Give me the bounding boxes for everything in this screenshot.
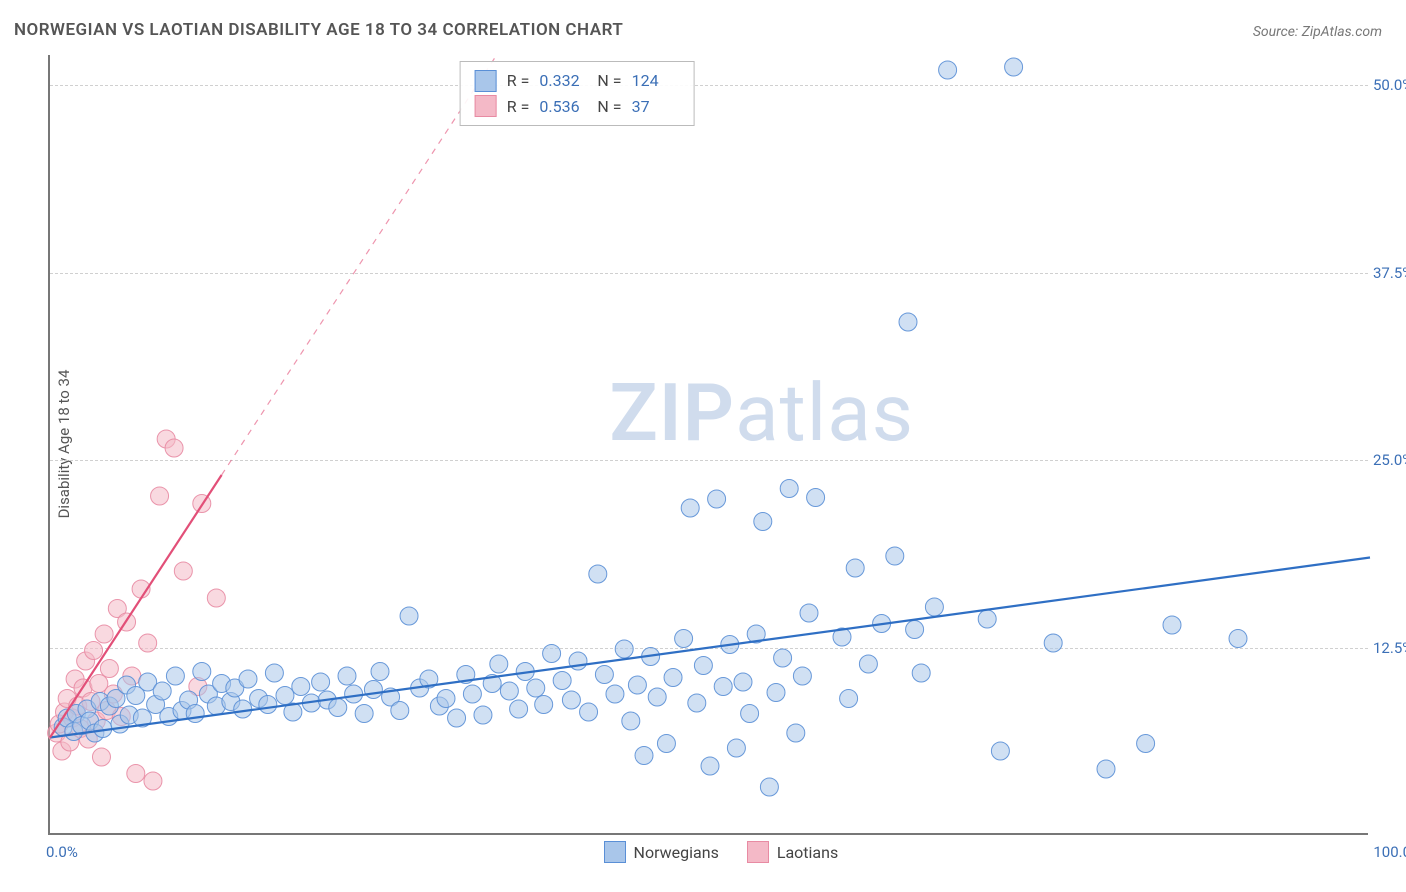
swatch-norwegians xyxy=(475,70,497,92)
ytick-label: 25.0% xyxy=(1373,451,1406,469)
stat-r-label: R = xyxy=(507,68,530,94)
stat-n-value-laotians: 37 xyxy=(632,94,680,120)
legend-item-norwegians: Norwegians xyxy=(604,841,719,863)
stat-n-value-norwegians: 124 xyxy=(632,68,680,94)
plot-area: Disability Age 18 to 34 ZIPatlas 12.5%25… xyxy=(48,55,1368,835)
chart-title: NORWEGIAN VS LAOTIAN DISABILITY AGE 18 T… xyxy=(14,20,623,40)
source-attribution: Source: ZipAtlas.com xyxy=(1253,24,1382,40)
legend-item-laotians: Laotians xyxy=(747,841,838,863)
ytick-label: 12.5% xyxy=(1373,639,1406,657)
scatter-plot xyxy=(50,55,1368,833)
ytick-label: 50.0% xyxy=(1373,76,1406,94)
stat-r-label: R = xyxy=(507,94,530,120)
swatch-laotians xyxy=(747,841,769,863)
swatch-norwegians xyxy=(604,841,626,863)
stats-row-laotians: R = 0.536 N = 37 xyxy=(475,94,680,120)
stat-n-label: N = xyxy=(597,94,621,120)
legend-label-norwegians: Norwegians xyxy=(634,843,719,862)
stats-row-norwegians: R = 0.332 N = 124 xyxy=(475,68,680,94)
stat-r-value-laotians: 0.536 xyxy=(539,94,587,120)
stat-n-label: N = xyxy=(597,68,621,94)
legend-label-laotians: Laotians xyxy=(777,843,838,862)
ytick-label: 37.5% xyxy=(1373,264,1406,282)
stat-r-value-norwegians: 0.332 xyxy=(539,68,587,94)
stats-legend-box: R = 0.332 N = 124 R = 0.536 N = 37 xyxy=(460,61,695,126)
swatch-laotians xyxy=(475,95,497,117)
xtick-right: 100.0% xyxy=(1373,843,1406,861)
xtick-left: 0.0% xyxy=(46,843,78,861)
bottom-legend: Norwegians Laotians xyxy=(604,841,839,863)
